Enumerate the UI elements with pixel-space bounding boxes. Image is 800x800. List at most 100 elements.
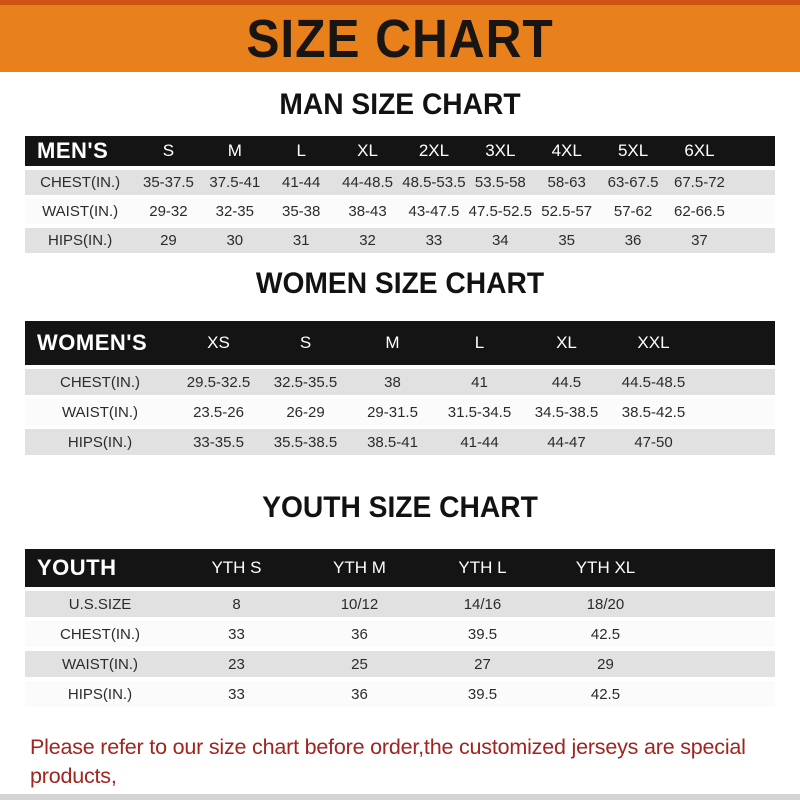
size-value-cell: 38.5-42.5 [610, 399, 697, 425]
size-column-header: XS [175, 321, 262, 365]
size-value-cell: 41-44 [268, 170, 335, 195]
size-value-cell: 44.5 [523, 369, 610, 395]
table-row: HIPS(IN.) 29 30 31 32 33 34 35 36 37 [25, 228, 775, 253]
size-value-cell: 38-43 [334, 199, 401, 224]
size-column-header: 2XL [400, 136, 468, 166]
size-value-cell: 42.5 [543, 681, 667, 707]
size-column-header: L [268, 136, 335, 166]
size-value-cell: 10/12 [297, 591, 421, 617]
size-value-cell: 44-48.5 [334, 170, 401, 195]
size-value-cell: 14/16 [420, 591, 544, 617]
women-size-table: WOMEN'S XS S M L XL XXL CHEST(IN.) 29.5-32.5 32.5… [25, 317, 775, 459]
size-column-header: S [135, 136, 202, 166]
size-value-cell: 8 [174, 591, 298, 617]
header-spacer [697, 321, 775, 365]
size-value-cell: 35-38 [268, 199, 335, 224]
order-note: Please refer to our size chart before or… [30, 733, 800, 800]
size-value-cell: 36 [599, 228, 667, 253]
size-value-cell: 43-47.5 [400, 199, 468, 224]
table-row: HIPS(IN.) 33-35.5 35.5-38.5 38.5-41 41-44 44-… [25, 429, 775, 455]
size-value-cell: 29.5-32.5 [175, 369, 262, 395]
size-value-cell: 27 [420, 651, 544, 677]
row-label: HIPS(IN.) [25, 429, 175, 455]
size-value-cell: 32-35 [201, 199, 268, 224]
order-note-line-1: Please refer to our size chart before or… [30, 735, 746, 788]
size-value-cell: 36 [297, 621, 421, 647]
size-value-cell: 26-29 [262, 399, 349, 425]
row-spacer [697, 429, 775, 455]
row-label: U.S.SIZE [25, 591, 175, 617]
size-value-cell: 23.5-26 [175, 399, 262, 425]
row-label: WAIST(IN.) [25, 399, 175, 425]
table-header-row: WOMEN'S XS S M L XL XXL [25, 321, 775, 365]
row-spacer [666, 621, 775, 647]
men-section-heading: MAN SIZE CHART [279, 88, 521, 121]
header-spacer [666, 549, 775, 587]
banner-title: SIZE CHART [246, 8, 554, 69]
size-value-cell: 63-67.5 [599, 170, 667, 195]
size-value-cell: 33 [174, 681, 298, 707]
row-label: WAIST(IN.) [25, 651, 175, 677]
table-row: CHEST(IN.) 35-37.5 37.5-41 41-44 44-48.5 48.5… [25, 170, 775, 195]
size-value-cell: 48.5-53.5 [400, 170, 468, 195]
row-label: CHEST(IN.) [25, 369, 175, 395]
size-value-cell: 39.5 [420, 681, 544, 707]
table-corner-label: YOUTH [25, 549, 175, 587]
size-value-cell: 38 [349, 369, 436, 395]
size-value-cell: 31 [268, 228, 335, 253]
size-value-cell: 29-32 [135, 199, 202, 224]
table-header-row: MEN'S S M L XL 2XL 3XL 4XL 5XL 6XL [25, 136, 775, 166]
row-label: CHEST(IN.) [25, 621, 175, 647]
row-label: CHEST(IN.) [25, 170, 136, 195]
size-value-cell: 44.5-48.5 [610, 369, 697, 395]
size-column-header: M [201, 136, 268, 166]
size-value-cell: 53.5-58 [467, 170, 534, 195]
size-value-cell: 33 [174, 621, 298, 647]
size-value-cell: 35 [533, 228, 600, 253]
size-value-cell: 52.5-57 [533, 199, 600, 224]
size-column-header: 6XL [666, 136, 733, 166]
size-value-cell: 41-44 [436, 429, 523, 455]
row-spacer [732, 228, 775, 253]
size-value-cell: 32 [334, 228, 401, 253]
row-spacer [732, 170, 775, 195]
size-value-cell: 23 [174, 651, 298, 677]
table-row: WAIST(IN.) 23.5-26 26-29 29-31.5 31.5-34.5 34… [25, 399, 775, 425]
table-row: WAIST(IN.) 29-32 32-35 35-38 38-43 43-47.5 47.… [25, 199, 775, 224]
size-value-cell: 31.5-34.5 [436, 399, 523, 425]
size-value-cell: 57-62 [599, 199, 667, 224]
men-size-table: MEN'S S M L XL 2XL 3XL 4XL 5XL 6XL CHEST(IN.) 35-37… [25, 132, 775, 257]
youth-section-heading: YOUTH SIZE CHART [262, 491, 538, 524]
size-value-cell: 32.5-35.5 [262, 369, 349, 395]
size-value-cell: 34 [467, 228, 534, 253]
size-value-cell: 29-31.5 [349, 399, 436, 425]
row-spacer [732, 199, 775, 224]
size-column-header: M [349, 321, 436, 365]
row-spacer [666, 591, 775, 617]
women-section-heading: WOMEN SIZE CHART [255, 267, 545, 300]
table-row: WAIST(IN.) 23 25 27 29 [25, 651, 775, 677]
row-spacer [666, 651, 775, 677]
size-value-cell: 42.5 [543, 621, 667, 647]
size-column-header: 3XL [467, 136, 534, 166]
size-value-cell: 62-66.5 [666, 199, 733, 224]
size-column-header: YTH M [297, 549, 421, 587]
table-corner-label: WOMEN'S [25, 321, 175, 365]
size-value-cell: 33-35.5 [175, 429, 262, 455]
size-value-cell: 41 [436, 369, 523, 395]
row-label: WAIST(IN.) [25, 199, 136, 224]
youth-size-table: YOUTH YTH S YTH M YTH L YTH XL U.S.SIZE 8 10/12… [25, 545, 775, 711]
size-value-cell: 18/20 [543, 591, 667, 617]
header-spacer [732, 136, 775, 166]
size-value-cell: 37.5-41 [201, 170, 268, 195]
size-value-cell: 35.5-38.5 [262, 429, 349, 455]
banner: SIZE CHART [0, 0, 800, 72]
size-value-cell: 29 [135, 228, 202, 253]
table-header-row: YOUTH YTH S YTH M YTH L YTH XL [25, 549, 775, 587]
size-value-cell: 39.5 [420, 621, 544, 647]
size-column-header: 4XL [533, 136, 600, 166]
size-value-cell: 67.5-72 [666, 170, 733, 195]
size-value-cell: 33 [400, 228, 468, 253]
size-value-cell: 25 [297, 651, 421, 677]
